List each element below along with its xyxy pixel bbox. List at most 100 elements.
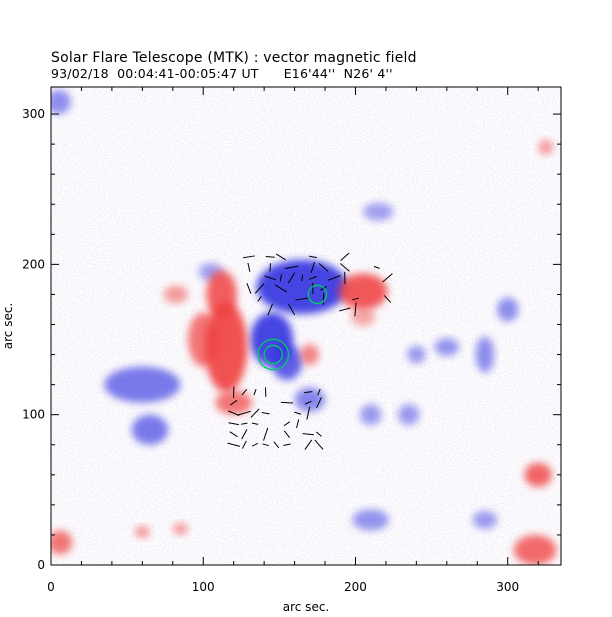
field-vector — [250, 408, 260, 418]
field-vector — [229, 399, 238, 406]
field-vector — [315, 397, 322, 409]
kernel-circle — [263, 344, 284, 365]
field-vector — [287, 272, 296, 284]
figure-subtitle: 93/02/18 00:04:41-00:05:47 UT E16'44'' N… — [51, 66, 393, 81]
polarity-region-negative — [51, 90, 71, 115]
field-vector — [241, 440, 247, 449]
field-vector — [295, 297, 310, 301]
field-vector — [294, 411, 302, 415]
field-vector — [339, 263, 350, 272]
field-vector — [287, 303, 296, 315]
plot-frame — [50, 86, 562, 566]
field-vector — [322, 293, 325, 305]
field-vector — [243, 255, 255, 259]
polarity-region-positive — [188, 312, 219, 367]
x-axis-ticks: 0 100 200 300 — [47, 87, 539, 594]
field-vector — [229, 431, 238, 438]
y-tick-label: 100 — [22, 408, 45, 422]
field-vector — [283, 421, 291, 427]
polarity-region-negative — [497, 297, 519, 322]
field-vector — [262, 443, 269, 447]
field-vector — [382, 273, 393, 283]
field-vector — [241, 388, 248, 396]
polarity-region-positive — [338, 273, 388, 310]
polarity-region-positive — [513, 534, 557, 565]
field-vector — [279, 274, 283, 282]
field-vector — [308, 255, 317, 259]
field-vector — [264, 275, 276, 281]
polarity-region-positive — [206, 270, 237, 319]
polarity-region-positive — [134, 525, 150, 538]
polarity-region-positive — [524, 462, 552, 487]
field-vector — [261, 412, 270, 415]
field-vector — [302, 433, 314, 436]
y-tick-label: 300 — [22, 107, 45, 121]
x-axis-label: arc sec. — [283, 600, 329, 614]
x-tick-label: 200 — [344, 580, 367, 594]
field-vector — [301, 274, 304, 282]
field-vector — [267, 303, 274, 316]
observation-time: 93/02/18 00:04:41-00:05:47 UT — [51, 66, 259, 81]
field-vector — [327, 275, 341, 281]
field-vector — [304, 391, 313, 394]
field-vector — [304, 439, 313, 450]
field-vector — [274, 284, 287, 293]
field-vector — [280, 401, 294, 404]
x-tick-label: 300 — [496, 580, 519, 594]
field-vector — [227, 442, 240, 447]
field-vector — [228, 410, 240, 416]
polarity-region-positive — [163, 285, 189, 304]
polarity-region-negative — [398, 404, 420, 426]
polarity-region-negative — [352, 509, 389, 531]
field-vector — [352, 297, 359, 301]
field-vector — [283, 443, 291, 446]
figure-title: Solar Flare Telescope (MTK) : vector mag… — [51, 50, 417, 66]
polarity-region-negative — [407, 345, 426, 364]
field-vector — [251, 442, 259, 447]
polarity-region-negative — [472, 510, 498, 529]
heliographic-coordinates: E16'44'' N26' 4'' — [283, 66, 393, 81]
field-vector — [339, 307, 351, 312]
field-vector — [306, 406, 311, 420]
field-vector — [247, 262, 251, 272]
flare-kernel-circles — [257, 284, 328, 371]
transverse-field-vectors — [227, 252, 393, 450]
field-vector — [317, 388, 321, 396]
field-vector — [241, 429, 248, 440]
kernel-circle — [307, 284, 328, 305]
y-tick-label: 0 — [37, 558, 45, 572]
field-vector — [253, 389, 257, 396]
x-tick-label: 100 — [192, 580, 215, 594]
field-vector — [263, 427, 269, 441]
x-tick-label: 0 — [47, 580, 55, 594]
polarity-region-negative — [434, 338, 459, 357]
field-vector — [237, 410, 251, 416]
field-vector — [241, 422, 248, 425]
polarity-region-negative — [104, 366, 181, 403]
field-vector — [265, 256, 275, 258]
field-vector — [340, 252, 350, 262]
field-vector — [316, 431, 322, 437]
field-vector — [251, 422, 259, 425]
field-vector — [257, 296, 262, 302]
y-tick-label: 200 — [22, 257, 45, 271]
polarity-region-positive — [300, 344, 319, 366]
field-vector — [304, 400, 312, 405]
field-vector — [275, 253, 286, 261]
polarity-region-negative — [360, 404, 382, 426]
polarity-region-positive — [350, 307, 376, 326]
field-vector — [273, 441, 280, 449]
field-vector — [314, 439, 324, 450]
field-vector — [308, 276, 317, 280]
field-vector — [254, 283, 265, 294]
polarity-region-negative — [363, 202, 394, 221]
field-vector — [228, 422, 239, 426]
field-vector — [373, 265, 380, 269]
y-axis-ticks: 0 100 200 300 — [22, 107, 561, 572]
polarity-region-positive — [51, 530, 73, 555]
polarity-region-positive — [172, 522, 189, 535]
field-vector — [283, 430, 291, 438]
field-vector — [383, 295, 392, 303]
field-vector — [296, 419, 300, 429]
